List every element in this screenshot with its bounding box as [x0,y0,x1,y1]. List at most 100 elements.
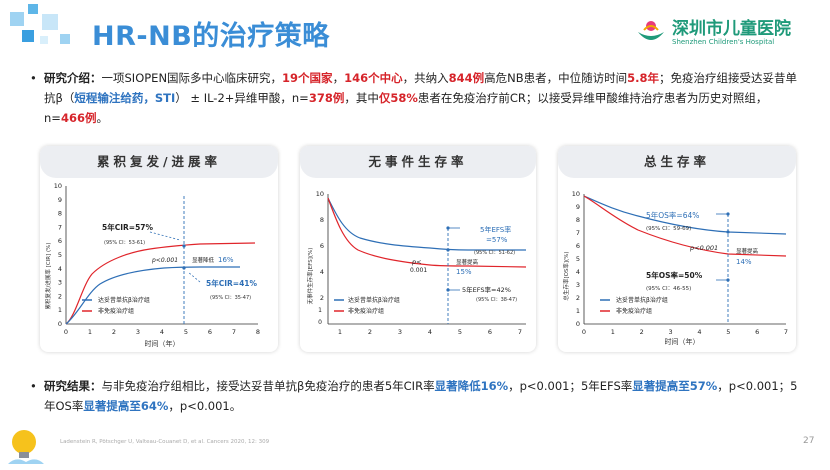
os-ytick: 3 [576,281,580,289]
cir-xtick: 4 [160,328,164,336]
os-xtick: 0 [582,328,586,336]
efs-xtick: 3 [398,328,402,336]
cir-chart: 累积复发/进展率 [CIR] (%) 0 1 2 3 4 5 6 7 8 9 10 0 1 2 3 4 5 6 7… [44,182,260,348]
os-xtick: 1 [611,328,615,336]
os-legend-control: 非免疫治疗组 [616,307,652,315]
os-ytick: 9 [576,203,580,211]
efs-xtick: 2 [368,328,372,336]
result-efs: 显著提高至57% [632,379,718,393]
lightbulb-icon [6,424,46,466]
cir-ytick: 7 [58,223,62,231]
efs-point-control [446,288,450,292]
os-ylabel: 总生存率[OS率](%) [562,251,570,300]
intro-patients: 844例 [448,71,485,85]
efs-sig: 显著提高 [456,258,479,266]
os-point-control [726,278,730,282]
os-ann1-ci: (95% CI：59-69) [646,226,691,232]
efs-xtick: 7 [518,328,522,336]
efs-panel-title: 无事件生存率 [300,146,536,178]
os-point-treat [726,230,730,234]
intro-n1: 378例 [308,91,345,105]
result-label: 研究结果： [44,379,102,393]
intro-text: 患者在免疫治疗前CR；以接受异维甲酸维持治疗患者为历史对照组，n= [44,91,768,125]
cir-xtick: 7 [232,328,236,336]
efs-xtick: 5 [458,328,462,336]
efs-xtick: 4 [428,328,432,336]
os-xtick: 3 [669,328,673,336]
efs-y1: 1 [318,307,322,314]
hospital-logo-icon [638,21,664,40]
study-intro: • 研究介绍：一项SIOPEN国际多中心临床研究，19个国家，146个中心，共纳… [30,68,804,128]
cir-ytick: 0 [58,320,62,328]
cir-xtick: 8 [256,328,260,336]
os-legend-treat: 达妥昔单抗β治疗组 [616,296,668,304]
os-ytick: 0 [576,320,580,328]
efs-ann1: 5年EFS率 [480,225,511,234]
intro-text: 一项SIOPEN国际多中心临床研究， [101,71,283,85]
efs-ytick: 8 [320,216,324,224]
page-number: 27 [803,436,815,446]
hospital-name-en: Shenzhen Children's Hospital [672,37,775,46]
cir-treat-curve [65,266,240,325]
os-xtick: 2 [640,328,644,336]
cir-ytick: 9 [58,196,62,204]
os-xtick: 4 [697,328,701,336]
os-xtick: 5 [726,328,730,336]
os-chart: 总生存率[OS率](%) 0 1 2 3 4 5 6 7 8 9 10 0 1 2 3 4 5 6 7 时间（年）… [562,190,788,346]
cir-legend-treat: 达妥昔单抗β治疗组 [98,296,150,304]
intro-countries: 19个国家 [282,71,333,85]
os-panel: 总生存率 总生存率[OS率](%) 0 1 2 3 4 5 6 7 8 9 10 0 1 2 3 4 5 6 7 … [558,146,796,352]
cir-point-treat [182,266,186,270]
os-ytick: 4 [576,268,580,276]
page-title: HR-NB的治疗策略 [92,21,330,52]
os-ytick: 7 [576,229,580,237]
os-xtick: 7 [784,328,788,336]
efs-ytick: 4 [320,268,324,276]
result-text: ，p<0.001；5年OS率 [44,379,798,413]
result-os: 显著提高至64% [83,399,169,413]
intro-text: 高危NB患者，中位随访时间 [484,71,628,85]
cir-ytick: 10 [54,182,62,190]
cir-ylabel: 累积复发/进展率 [CIR] (%) [44,243,52,310]
cir-panel-title: 累积复发/进展率 [40,146,278,178]
os-point-top [726,212,730,216]
efs-legend-treat: 达妥昔单抗β治疗组 [348,296,400,304]
efs-sigval: 15% [456,268,472,276]
os-ytick: 6 [576,242,580,250]
cir-xtick: 1 [88,328,92,336]
hospital-logo: 深圳市儿童医院 Shenzhen Children's Hospital [634,18,791,48]
os-ytick: 8 [576,216,580,224]
cir-ytick: 4 [58,265,62,273]
cir-sig: 显著降低 [192,256,215,264]
efs-xtick: 1 [338,328,342,336]
os-treat-curve [583,195,787,235]
cir-ytick: 2 [58,292,62,300]
cir-sigval: 16% [218,256,234,264]
intro-text: ；免疫治疗组接受达妥昔单抗β（ [44,71,797,105]
os-pvalue: p<0.001 [689,244,718,252]
efs-point-treat [446,248,450,252]
efs-ytick: 2 [320,294,324,302]
study-results: • 研究结果：与非免疫治疗组相比，接受达妥昔单抗β免疫治疗的患者5年CIR率显著… [30,376,804,416]
cir-ann2: 5年CIR=41% [206,278,258,288]
cir-legend-control: 非免疫治疗组 [98,307,134,315]
os-ytick: 5 [576,255,580,263]
intro-cr: 仅58% [378,91,418,105]
intro-n2: 466例 [60,111,97,125]
os-control-curve [583,195,787,257]
result-text: ，p<0.001；5年EFS率 [508,379,633,393]
os-xtick: 6 [755,328,759,336]
intro-text: ，共纳入 [402,71,449,85]
intro-text: ） ± IL-2+异维甲酸，n= [175,91,309,105]
efs-xtick: 6 [488,328,492,336]
cir-ytick: 8 [58,210,62,218]
cir-ann1-ci: (95% CI：53-61) [104,240,145,246]
intro-centers: 146个中心 [344,71,403,85]
efs-p2: 0.001 [410,267,427,274]
cir-ann1-leader [149,231,181,241]
efs-ytick: 6 [320,242,324,250]
efs-ytick: 10 [316,190,324,198]
cir-ytick: 1 [58,306,62,314]
efs-p1: p< [411,258,422,266]
